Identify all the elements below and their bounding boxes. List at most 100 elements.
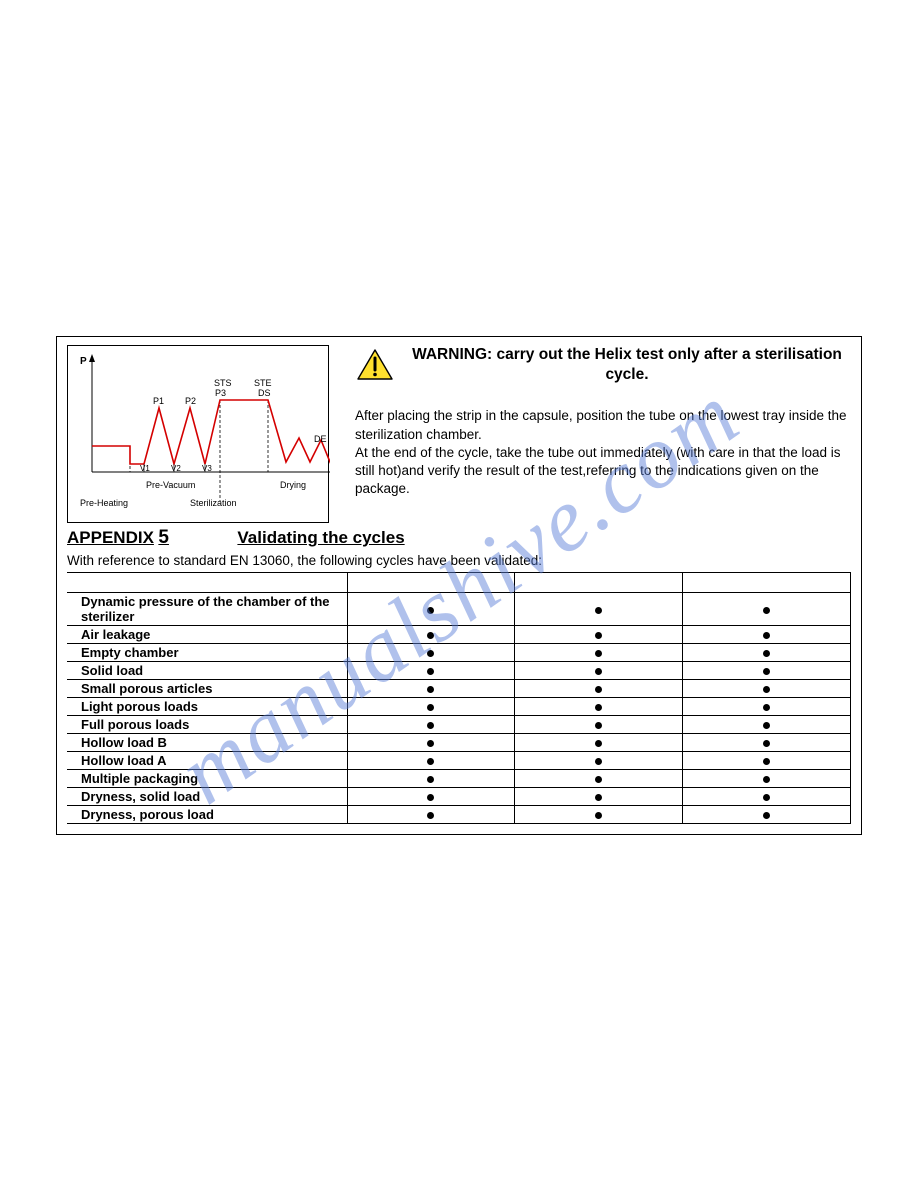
appendix-number: 5 xyxy=(158,527,169,548)
table-section: With reference to standard EN 13060, the… xyxy=(57,551,861,834)
dot-icon xyxy=(595,794,602,801)
axis-label-p: P xyxy=(80,356,87,367)
dot-cell xyxy=(347,734,515,752)
body-text: After placing the strip in the capsule, … xyxy=(355,407,851,498)
chart-svg: P t P1 P2 P3 STS STE DS V1 V2 V3 DE Pre-… xyxy=(68,346,330,524)
dot-cell xyxy=(347,680,515,698)
table-row: Dryness, solid load xyxy=(67,788,851,806)
dot-cell xyxy=(515,806,683,824)
label-v3: V3 xyxy=(202,464,212,473)
table-header-cell xyxy=(67,573,347,593)
dot-cell xyxy=(515,752,683,770)
dot-icon xyxy=(427,776,434,783)
dot-cell xyxy=(347,698,515,716)
row-label: Small porous articles xyxy=(67,680,347,698)
dot-cell xyxy=(347,662,515,680)
phase-sterilization: Sterilization xyxy=(190,498,237,508)
phase-pre-heating: Pre-Heating xyxy=(80,498,128,508)
dot-icon xyxy=(763,704,770,711)
dot-icon xyxy=(763,722,770,729)
y-axis-arrow xyxy=(89,354,95,362)
dot-icon xyxy=(763,794,770,801)
dot-icon xyxy=(763,668,770,675)
row-label: Dryness, porous load xyxy=(67,806,347,824)
row-label: Empty chamber xyxy=(67,644,347,662)
table-row: Hollow load B xyxy=(67,734,851,752)
row-label: Light porous loads xyxy=(67,698,347,716)
dot-cell xyxy=(683,806,851,824)
dot-icon xyxy=(595,776,602,783)
dot-icon xyxy=(595,668,602,675)
dot-cell xyxy=(683,698,851,716)
row-label: Full porous loads xyxy=(67,716,347,734)
dot-cell xyxy=(347,644,515,662)
label-ds: DS xyxy=(258,388,271,398)
dot-icon xyxy=(595,722,602,729)
dot-icon xyxy=(427,632,434,639)
table-row: Solid load xyxy=(67,662,851,680)
right-column: WARNING: carry out the Helix test only a… xyxy=(329,345,851,523)
dot-icon xyxy=(427,758,434,765)
appendix-heading: APPENDIX 5 Validating the cycles xyxy=(57,523,861,551)
dot-cell xyxy=(515,788,683,806)
row-label: Air leakage xyxy=(67,626,347,644)
row-label: Dynamic pressure of the chamber of the s… xyxy=(67,593,347,626)
table-row: Dynamic pressure of the chamber of the s… xyxy=(67,593,851,626)
dot-icon xyxy=(763,740,770,747)
dot-cell xyxy=(683,680,851,698)
appendix-intro: With reference to standard EN 13060, the… xyxy=(67,551,851,572)
dot-icon xyxy=(427,704,434,711)
cycles-table: Dynamic pressure of the chamber of the s… xyxy=(67,572,851,824)
dot-cell xyxy=(347,806,515,824)
table-row: Full porous loads xyxy=(67,716,851,734)
cycle-chart: P t P1 P2 P3 STS STE DS V1 V2 V3 DE Pre-… xyxy=(67,345,329,523)
table-header-cell xyxy=(683,573,851,593)
dot-cell xyxy=(515,716,683,734)
dot-icon xyxy=(763,758,770,765)
table-row: Dryness, porous load xyxy=(67,806,851,824)
dot-icon xyxy=(595,632,602,639)
dot-cell xyxy=(347,716,515,734)
appendix-label: APPENDIX xyxy=(67,528,154,547)
body-p2: At the end of the cycle, take the tube o… xyxy=(355,445,841,496)
dot-icon xyxy=(427,650,434,657)
dot-icon xyxy=(427,686,434,693)
phase-drying: Drying xyxy=(280,480,306,490)
warning-text: WARNING: carry out the Helix test only a… xyxy=(409,345,851,385)
top-section: P t P1 P2 P3 STS STE DS V1 V2 V3 DE Pre-… xyxy=(57,337,861,523)
body-p1: After placing the strip in the capsule, … xyxy=(355,408,847,441)
table-row: Hollow load A xyxy=(67,752,851,770)
dot-icon xyxy=(595,812,602,819)
dot-cell xyxy=(683,662,851,680)
dot-cell xyxy=(515,626,683,644)
table-row: Empty chamber xyxy=(67,644,851,662)
dot-cell xyxy=(347,626,515,644)
label-p1: P1 xyxy=(153,396,164,406)
row-label: Multiple packaging xyxy=(67,770,347,788)
dot-icon xyxy=(763,650,770,657)
pressure-trace xyxy=(92,400,330,464)
dot-cell xyxy=(683,770,851,788)
warning-row: WARNING: carry out the Helix test only a… xyxy=(355,345,851,385)
dot-icon xyxy=(427,740,434,747)
dot-icon xyxy=(595,686,602,693)
appendix-subtitle: Validating the cycles xyxy=(237,528,404,547)
label-p2: P2 xyxy=(185,396,196,406)
dot-icon xyxy=(427,607,434,614)
dot-cell xyxy=(515,644,683,662)
dot-cell xyxy=(515,593,683,626)
table-row: Light porous loads xyxy=(67,698,851,716)
dot-icon xyxy=(763,607,770,614)
row-label: Solid load xyxy=(67,662,347,680)
table-header-cell xyxy=(347,573,515,593)
label-p3: P3 xyxy=(215,388,226,398)
table-row: Multiple packaging xyxy=(67,770,851,788)
dot-icon xyxy=(595,758,602,765)
label-v2: V2 xyxy=(171,464,181,473)
dot-cell xyxy=(515,680,683,698)
label-de: DE xyxy=(314,434,327,444)
dot-cell xyxy=(515,698,683,716)
dot-cell xyxy=(683,716,851,734)
page-frame: P t P1 P2 P3 STS STE DS V1 V2 V3 DE Pre-… xyxy=(56,336,862,835)
dot-cell xyxy=(683,644,851,662)
